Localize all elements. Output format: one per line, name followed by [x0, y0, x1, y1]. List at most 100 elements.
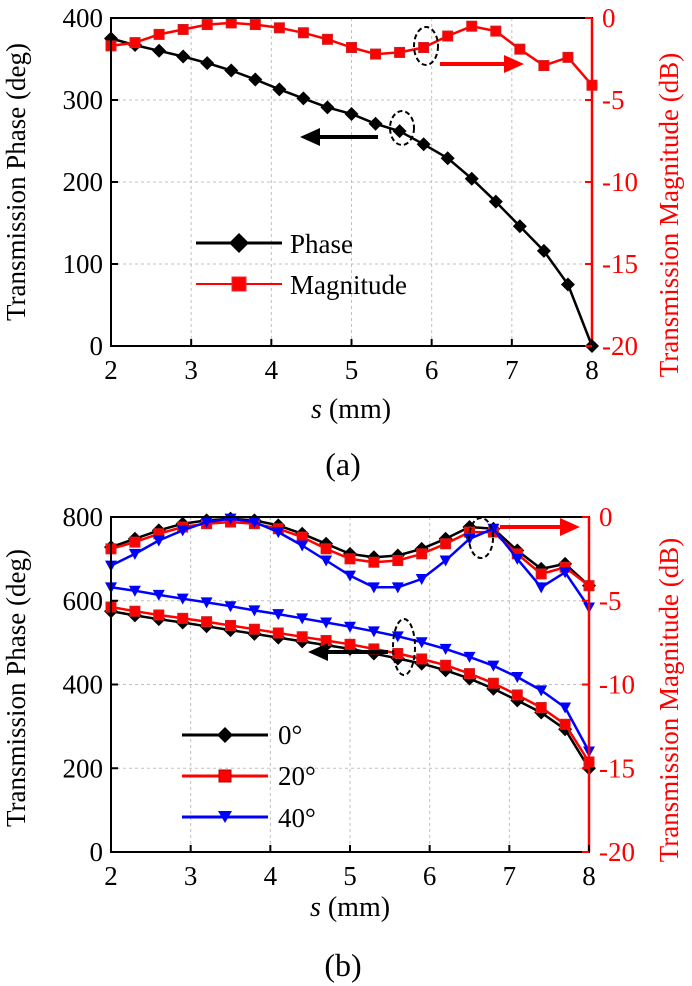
legend-item-40deg: 40°: [182, 803, 316, 833]
legend-label-magnitude: Magnitude: [290, 270, 407, 300]
data-point-magnitude: [346, 42, 357, 54]
panel-a: 2 3 4 5 6 7 8 0 100 200 300 400 -20 -15 -10 -5 0 Phase M…: [1, 3, 684, 482]
data-point-40deg: [487, 660, 500, 672]
data-point-40deg: [272, 609, 285, 621]
x-tick-label: 5: [343, 861, 357, 891]
data-point-40deg-magnitude: [367, 582, 380, 594]
x-tick-label: 8: [582, 861, 596, 891]
y-tick-label-left: 400: [63, 3, 104, 33]
data-point-phase: [344, 106, 359, 121]
data-point-40deg-magnitude: [559, 567, 572, 579]
data-point-40deg-magnitude: [296, 540, 309, 552]
data-point-40deg-magnitude: [200, 517, 213, 529]
data-point-20deg-magnitude: [344, 553, 356, 565]
x-axis-label-a: s (mm): [311, 394, 391, 425]
data-point-20deg: [153, 609, 165, 621]
data-point-40deg: [511, 671, 524, 683]
panel-b: 2 3 4 5 6 7 8 0 200 400 600 800 -20 -15 -10 -5 0 0° 20° …: [1, 502, 684, 983]
data-point-magnitude: [418, 42, 430, 54]
data-point-40deg: [391, 631, 404, 643]
ticks-b: 2 3 4 5 6 7 8 0 200 400 600 800 -20 -15 -10 -5 0: [63, 502, 636, 891]
legend-label-40deg: 40°: [278, 803, 316, 833]
y-tick-label-right: 0: [599, 502, 613, 532]
legend-label-phase: Phase: [290, 229, 353, 259]
x-tick-label: 6: [423, 861, 437, 891]
y-tick-label-right: 0: [602, 3, 616, 33]
data-point-magnitude: [490, 25, 502, 37]
data-point-40deg: [152, 589, 165, 601]
arrow-right-red-b: [500, 518, 580, 536]
data-point-20deg-magnitude: [368, 556, 380, 568]
data-point-40deg: [344, 621, 356, 633]
y-tick-label-left: 100: [63, 249, 104, 279]
data-point-phase: [200, 56, 215, 71]
callout-ellipse-phase-b: [392, 618, 416, 676]
data-point-20deg: [177, 612, 189, 624]
data-point-phase: [536, 243, 551, 258]
x-tick-label: 2: [104, 355, 118, 385]
y-tick-label-left: 400: [63, 670, 104, 700]
legend-a: Phase Magnitude: [196, 229, 407, 300]
series-b: [104, 511, 596, 776]
data-point-phase: [248, 72, 263, 87]
data-point-phase: [152, 43, 167, 58]
legend-label-20deg: 20°: [278, 761, 316, 791]
arrow-left-black-b: [308, 643, 388, 661]
data-point-40deg: [439, 643, 452, 655]
x-axis-label-b: s (mm): [310, 892, 390, 923]
x-tick-label: 3: [184, 861, 198, 891]
data-point-40deg: [248, 605, 261, 617]
y-tick-label-left: 600: [63, 586, 104, 616]
data-point-40deg-magnitude: [176, 525, 189, 537]
panel-label-b: (b): [324, 947, 361, 983]
data-point-phase: [488, 194, 503, 209]
data-point-20deg: [416, 653, 428, 665]
legend-b: 0° 20° 40°: [182, 720, 316, 833]
y-tick-label-right: -15: [599, 753, 635, 783]
x-tick-label: 7: [505, 355, 519, 385]
callout-ellipse-magnitude: [413, 26, 439, 66]
data-point-20deg: [272, 627, 284, 639]
y-tick-label-right: -5: [599, 586, 622, 616]
data-point-40deg: [559, 702, 572, 714]
data-point-20deg: [201, 616, 213, 628]
data-point-40deg: [535, 685, 548, 697]
data-point-40deg-magnitude: [415, 573, 428, 585]
y-tick-label-right: -5: [602, 85, 625, 115]
arrow-left-black: [300, 128, 378, 146]
data-point-phase: [176, 49, 191, 64]
data-point-phase: [224, 63, 239, 78]
x-tick-label: 7: [503, 861, 517, 891]
data-point-40deg-magnitude: [248, 517, 261, 529]
y-tick-label-left: 0: [90, 331, 104, 361]
data-point-20deg: [559, 718, 571, 730]
data-point-20deg: [464, 668, 475, 680]
data-point-magnitude: [177, 23, 189, 35]
data-point-40deg-magnitude: [152, 535, 165, 547]
y-tick-label-right: -15: [602, 249, 638, 279]
x-tick-label: 6: [425, 355, 439, 385]
data-point-magnitude: [394, 46, 406, 58]
y-tick-label-right: -20: [599, 837, 635, 867]
data-point-20deg-magnitude: [392, 555, 404, 567]
data-point-40deg-magnitude: [128, 548, 141, 560]
x-tick-label: 8: [585, 355, 599, 385]
data-point-40deg: [320, 617, 333, 629]
y-tick-label-left: 800: [63, 502, 104, 532]
data-point-magnitude: [225, 17, 237, 29]
data-point-phase: [560, 277, 575, 292]
legend-label-0deg: 0°: [278, 720, 302, 750]
data-point-40deg: [200, 597, 213, 609]
data-point-magnitude: [466, 20, 478, 32]
data-point-40deg-magnitude: [511, 553, 524, 565]
data-point-magnitude: [249, 19, 261, 31]
y-tick-label-left: 200: [63, 167, 104, 197]
panel-label-a: (a): [325, 446, 361, 482]
y-tick-label-left: 0: [90, 837, 104, 867]
grid-a: [111, 18, 592, 346]
x-tick-label: 4: [265, 355, 279, 385]
x-tick-label: 4: [264, 861, 278, 891]
data-point-phase: [296, 91, 311, 106]
data-point-phase: [272, 82, 287, 97]
